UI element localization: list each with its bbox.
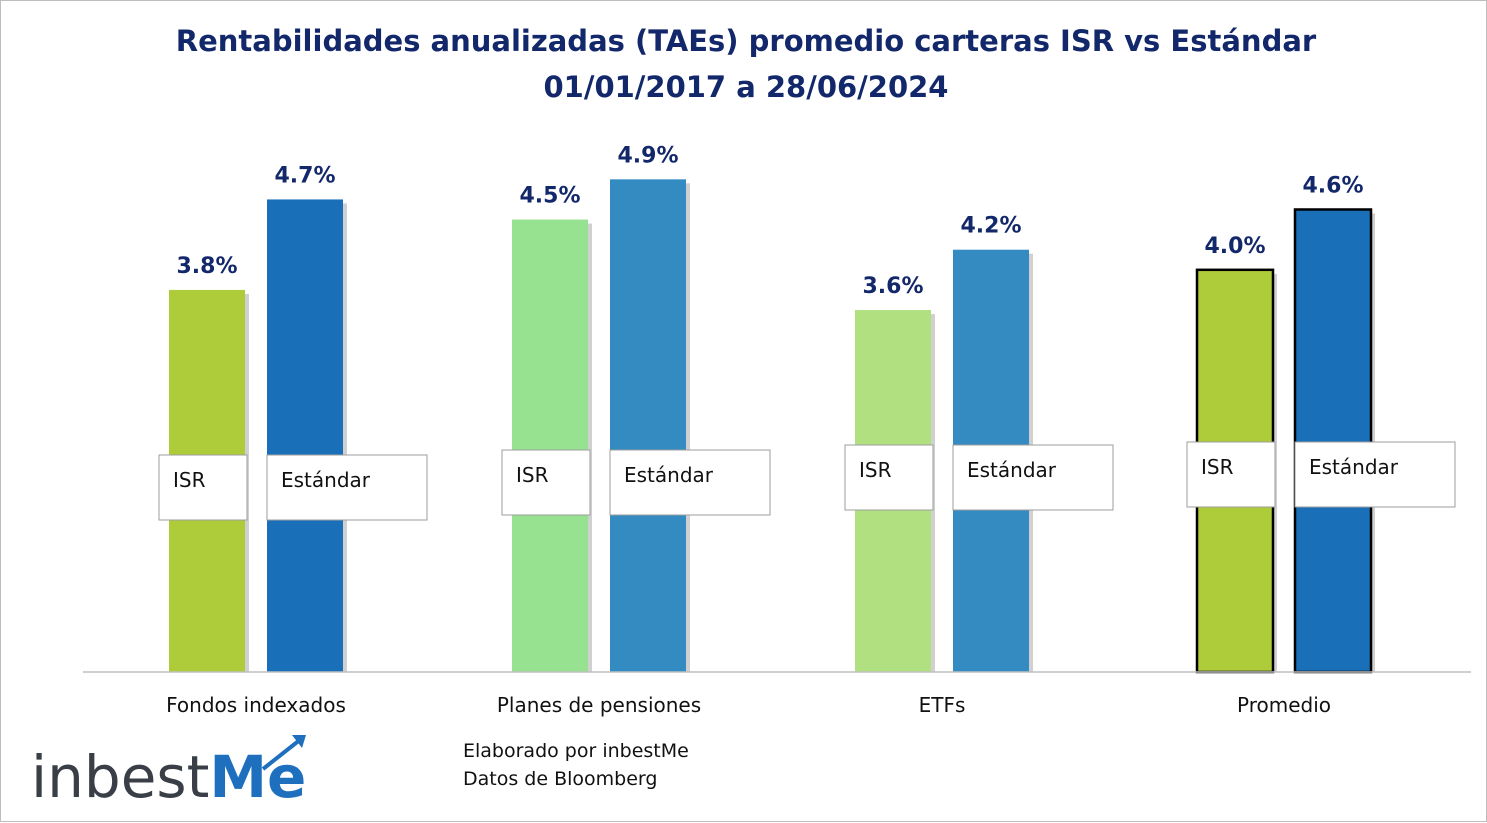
series-label-isr: ISR [1201,455,1234,479]
note-author: Elaborado por inbestMe [463,740,689,762]
value-label: 4.9% [617,143,678,168]
series-label-box [501,449,591,516]
inbestme-logo: inbestMe [31,735,306,811]
bar-isr-1 [512,219,588,672]
series-label-estandar: Estándar [281,468,371,492]
series-label-isr: ISR [859,458,892,482]
bars-layer [169,179,1375,674]
series-label-box [1294,441,1456,508]
series-label-box [952,444,1114,511]
value-label: 4.2% [960,214,1021,239]
chart-subtitle: 01/01/2017 a 28/06/2024 [544,70,949,104]
series-label-box [1186,441,1276,508]
logo-arrowhead-icon [292,735,306,748]
value-label: 3.6% [862,274,923,299]
series-label-box [609,449,771,516]
logo-wordmark: inbestMe [31,743,306,811]
bar-estandar-3 [1293,208,1373,674]
value-label: 4.6% [1302,173,1363,198]
bar-estandar-0 [267,199,343,672]
category-label: Promedio [1237,693,1331,717]
series-label-isr: ISR [173,468,206,492]
category-label: Planes de pensiones [497,693,701,717]
series-label-estandar: Estándar [624,463,714,487]
note-source: Datos de Bloomberg [463,768,657,790]
bar-estandar-1 [610,179,686,672]
category-labels: Fondos indexados Planes de pensiones ETFs P… [166,693,1331,717]
value-label: 4.0% [1204,234,1265,259]
logo-arrow-icon [261,737,303,771]
value-label: 4.7% [274,163,335,188]
series-label-isr: ISR [516,463,549,487]
value-label: 3.8% [176,254,237,279]
series-label-estandar: Estándar [967,458,1057,482]
category-label: ETFs [919,693,966,717]
series-label-box [158,454,248,521]
series-label-estandar: Estándar [1309,455,1399,479]
labels-layer: 3.8% 4.7% ISR Estándar 4.5% 4.9% ISR Estándar 3.… [158,143,1456,521]
series-label-box [844,444,934,511]
chart-title: Rentabilidades anualizadas (TAEs) promed… [176,24,1317,58]
series-label-box [266,454,428,521]
category-label: Fondos indexados [166,693,346,717]
value-label: 4.5% [519,184,580,209]
